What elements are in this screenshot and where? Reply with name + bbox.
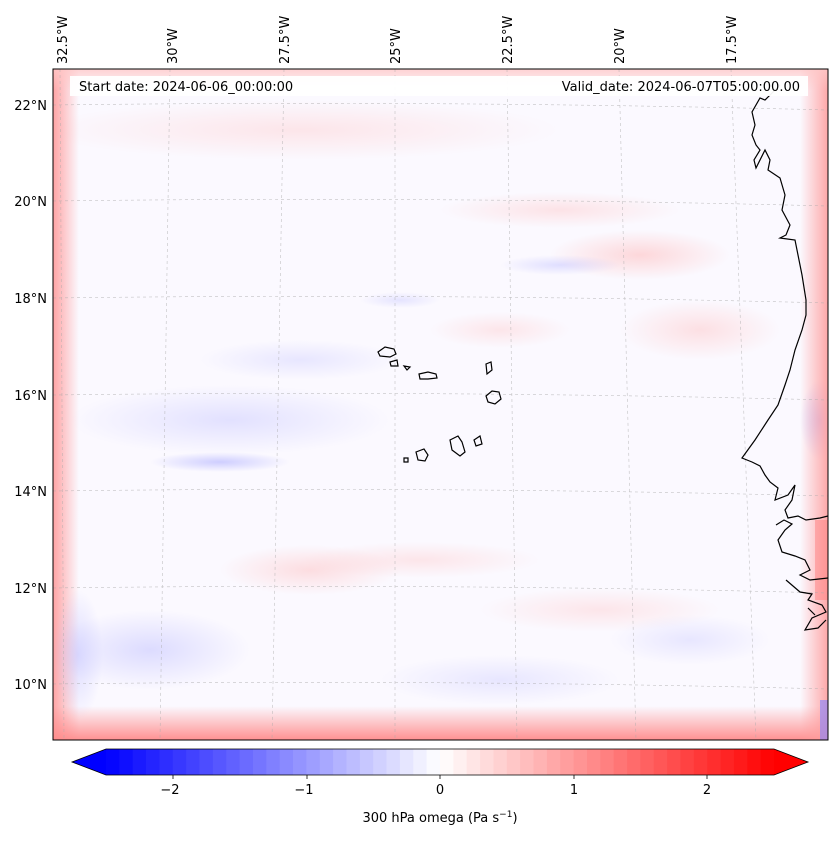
colorbar-cell [720, 749, 735, 775]
cape-verde-islands [377, 346, 502, 463]
lat-label-10n: 10°N [14, 678, 47, 693]
colorbar-cell [172, 749, 187, 775]
lon-label-30w: 30°W [166, 28, 181, 64]
colorbar-label: 300 hPa omega (Pa s−1) [362, 810, 517, 826]
colorbar-cell [613, 749, 628, 775]
colorbar-cell [252, 749, 267, 775]
colorbar-cell [146, 749, 160, 775]
colorbar-cell [132, 749, 147, 775]
colorbar: −2 −1 0 1 2 300 hPa omega (Pa s−1) [70, 748, 810, 826]
lat-label-22n: 22°N [14, 99, 47, 114]
colorbar-cell [667, 749, 681, 775]
colorbar-cell [199, 749, 214, 775]
colorbar-cell [760, 749, 775, 775]
colorbar-cell [707, 749, 721, 775]
colorbar-tick-label: −2 [160, 783, 179, 798]
colorbar-cell [359, 749, 374, 775]
lon-label-32-5w: 32.5°W [56, 16, 71, 64]
map-frame [52, 68, 829, 741]
africa-coastline [741, 84, 828, 631]
colorbar-cell [573, 749, 588, 775]
colorbar-cell [426, 749, 441, 775]
colorbar-cell [159, 749, 174, 775]
colorbar-cell [480, 749, 494, 775]
date-label-background [70, 76, 808, 96]
colorbar-ticks [172, 775, 708, 779]
lon-label-27-5w: 27.5°W [278, 16, 293, 64]
coastlines [741, 84, 828, 631]
colorbar-tick-labels: −2 −1 0 1 2 [160, 783, 711, 798]
colorbar-cell [640, 749, 655, 775]
colorbar-cell [546, 749, 561, 775]
colorbar-cell [306, 749, 321, 775]
colorbar-cell [106, 749, 120, 775]
colorbar-cell [586, 749, 601, 775]
colorbar-cell [186, 749, 200, 775]
colorbar-cell [560, 749, 574, 775]
colorbar-cell [653, 749, 668, 775]
colorbar-cell [680, 749, 695, 775]
lat-label-12n: 12°N [14, 582, 47, 597]
valid-date-label: Valid_date: 2024-06-07T05:00:00.00 [562, 80, 800, 95]
latitude-labels: 22°N 20°N 18°N 16°N 14°N 12°N 10°N [14, 99, 47, 693]
colorbar-tick-label: 0 [436, 783, 444, 798]
lon-label-25w: 25°W [389, 28, 404, 64]
lat-label-14n: 14°N [14, 485, 47, 500]
lat-lon-gridlines [53, 69, 828, 740]
colorbar-cell [413, 749, 428, 775]
colorbar-cell [600, 749, 615, 775]
lon-label-22-5w: 22.5°W [501, 16, 516, 64]
colorbar-cell [226, 749, 240, 775]
colorbar-cells [106, 749, 775, 775]
start-date-label: Start date: 2024-06-06_00:00:00 [79, 80, 293, 95]
colorbar-cell [506, 749, 521, 775]
colorbar-cell [440, 749, 454, 775]
colorbar-cell [239, 749, 254, 775]
colorbar-cell [466, 749, 481, 775]
colorbar-max-extend-arrow [774, 749, 808, 775]
lon-label-20w: 20°W [613, 28, 628, 64]
colorbar-cell [346, 749, 361, 775]
colorbar-outline [70, 748, 810, 776]
longitude-labels: 32.5°W 30°W 27.5°W 25°W 22.5°W 20°W 17.5… [56, 16, 740, 64]
colorbar-cell [319, 749, 334, 775]
colorbar-cell [493, 749, 508, 775]
colorbar-cell [533, 749, 548, 775]
colorbar-cell [212, 749, 227, 775]
colorbar-tick-label: 1 [570, 783, 578, 798]
colorbar-cell [399, 749, 414, 775]
colorbar-cell [293, 749, 307, 775]
colorbar-cell [373, 749, 387, 775]
colorbar-cell [747, 749, 762, 775]
colorbar-min-extend-arrow [72, 749, 106, 775]
lat-label-18n: 18°N [14, 292, 47, 307]
colorbar-cell [333, 749, 347, 775]
map-panel [53, 69, 828, 740]
colorbar-cell [733, 749, 748, 775]
colorbar-cell [627, 749, 641, 775]
colorbar-cell [520, 749, 534, 775]
colorbar-cell [386, 749, 401, 775]
colorbar-cell [453, 749, 468, 775]
colorbar-tick-label: −1 [294, 783, 313, 798]
lat-label-16n: 16°N [14, 389, 47, 404]
lat-label-20n: 20°N [14, 195, 47, 210]
lon-label-17-5w: 17.5°W [725, 16, 740, 64]
colorbar-cell [119, 749, 134, 775]
colorbar-cell [266, 749, 281, 775]
colorbar-cell [693, 749, 708, 775]
colorbar-cell [279, 749, 294, 775]
colorbar-tick-label: 2 [703, 783, 711, 798]
